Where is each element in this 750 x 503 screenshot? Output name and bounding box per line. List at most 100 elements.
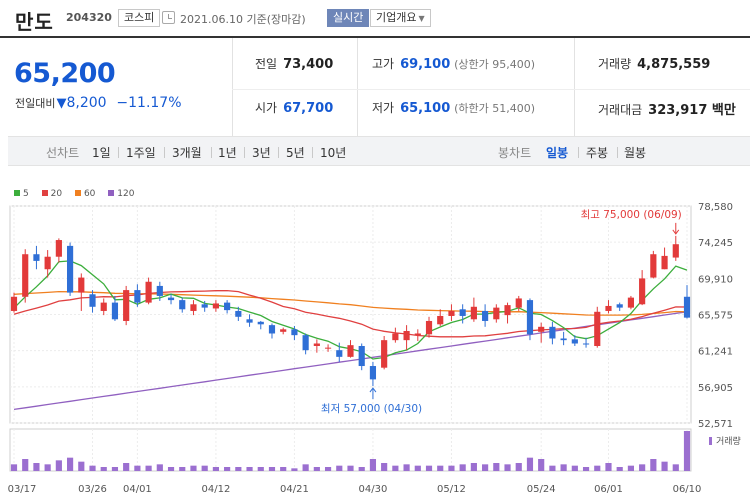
stock-header: 만도 204320 코스피 2021.06.10 기준(장마감) 실시간 기업개… <box>0 0 750 38</box>
candle-body <box>179 300 186 310</box>
volume-bar <box>89 465 96 471</box>
volume-label: 거래량 <box>716 435 741 447</box>
tab-1w[interactable]: 1주일 <box>126 146 156 160</box>
volume-bar <box>78 461 85 471</box>
stock-code: 204320 <box>66 11 112 24</box>
candle-chart-label: 봉차트 <box>498 146 532 160</box>
volume-bar <box>336 465 343 471</box>
volume-bar <box>313 467 320 471</box>
y-tick-label: 61,241 <box>698 347 733 358</box>
market-badge: 코스피 <box>118 9 161 27</box>
candle-body <box>167 297 175 301</box>
change-percent: −11.17% <box>116 95 182 111</box>
volume-bar <box>257 467 264 471</box>
volume-bar <box>358 467 365 471</box>
candle-body <box>425 320 433 335</box>
candle-body <box>504 305 511 316</box>
base-date: 2021.06.10 기준(장마감) <box>180 13 306 26</box>
candle-body <box>672 244 679 258</box>
tab-daily[interactable]: 일봉 <box>546 146 569 160</box>
candle-body <box>482 310 489 321</box>
volume-bar <box>526 457 534 471</box>
volume-bar <box>650 459 657 471</box>
tab-3y[interactable]: 3년 <box>252 146 271 160</box>
volume-bar <box>594 465 601 471</box>
volume-bar <box>33 463 40 471</box>
x-tick-label: 04/21 <box>280 484 309 495</box>
candle-body <box>145 281 152 303</box>
candle-body <box>324 347 332 349</box>
candle-body <box>650 254 657 278</box>
stat-open: 시가 67,700 <box>255 101 334 116</box>
candle-body <box>201 304 208 308</box>
x-tick-label: 04/12 <box>201 484 230 495</box>
y-tick-label: 78,580 <box>698 202 733 213</box>
candle-body <box>224 302 231 311</box>
volume-bar <box>212 467 219 471</box>
volume-bar <box>224 467 231 471</box>
tab-1d[interactable]: 1일 <box>92 146 111 160</box>
candle-body <box>302 335 309 351</box>
candle-body <box>538 326 545 332</box>
candle-body <box>10 296 18 311</box>
candle-body <box>582 343 590 345</box>
candle-body <box>66 245 74 293</box>
candle-body <box>156 285 163 296</box>
candle-body <box>190 304 197 311</box>
volume-bar <box>459 464 466 471</box>
volume-frame <box>9 428 692 472</box>
candle-body <box>235 310 242 317</box>
volume-bar <box>414 465 421 471</box>
volume-bar <box>111 467 119 471</box>
min-arrowhead <box>369 387 377 393</box>
price-chart[interactable]: 78,580 74,245 69,910 65,575 61,241 56,905 52,5… <box>0 196 750 503</box>
candle-body <box>616 304 623 308</box>
down-triangle-icon: ▼ <box>56 96 67 111</box>
candle-body <box>369 366 377 380</box>
candle-body <box>381 340 388 368</box>
tab-1y[interactable]: 1년 <box>218 146 237 160</box>
tab-10y[interactable]: 10년 <box>320 146 347 160</box>
candle-body <box>515 298 522 308</box>
tab-weekly[interactable]: 주봉 <box>586 146 609 160</box>
x-tick-label: 06/10 <box>673 484 702 495</box>
volume-bar <box>280 467 287 471</box>
candle-body <box>403 330 410 341</box>
y-tick-label: 74,245 <box>698 238 733 249</box>
candle-body <box>414 333 421 336</box>
volume-bar <box>291 468 298 471</box>
change-label: 전일대비 <box>15 97 56 110</box>
candle-body <box>212 303 219 309</box>
volume-bar <box>324 467 332 471</box>
volume-bar <box>437 465 444 471</box>
candle-body <box>22 254 29 297</box>
candle-body <box>448 310 455 316</box>
stat-volume: 거래량 4,875,559 <box>598 57 711 72</box>
volume-bar <box>571 465 578 471</box>
clock-icon <box>162 11 175 24</box>
ma120-line <box>13 311 688 411</box>
volume-bar <box>683 431 691 471</box>
candle-body <box>560 338 567 341</box>
volume-bar <box>201 465 208 471</box>
volume-bar <box>560 464 567 471</box>
volume-bar <box>66 457 74 471</box>
company-info-dropdown[interactable]: 기업개요 ▼ <box>370 9 431 27</box>
volume-bar <box>156 464 163 471</box>
candle-body <box>123 290 130 321</box>
candle-body <box>470 306 477 320</box>
candle-body <box>257 321 264 325</box>
volume-bar <box>302 464 309 471</box>
legend-ma60: 60 <box>74 189 95 199</box>
x-tick-label: 03/17 <box>8 484 37 495</box>
line-chart-label: 선차트 <box>46 146 80 160</box>
realtime-button[interactable]: 실시간 <box>327 9 370 27</box>
candle-body <box>268 325 276 334</box>
tab-3m[interactable]: 3개월 <box>172 146 202 160</box>
tab-monthly[interactable]: 월봉 <box>624 146 647 160</box>
tab-5y[interactable]: 5년 <box>286 146 305 160</box>
volume-bar <box>392 465 399 471</box>
change-amount: 8,200 <box>66 95 107 111</box>
volume-bar <box>347 465 354 471</box>
volume-bar <box>549 465 556 471</box>
